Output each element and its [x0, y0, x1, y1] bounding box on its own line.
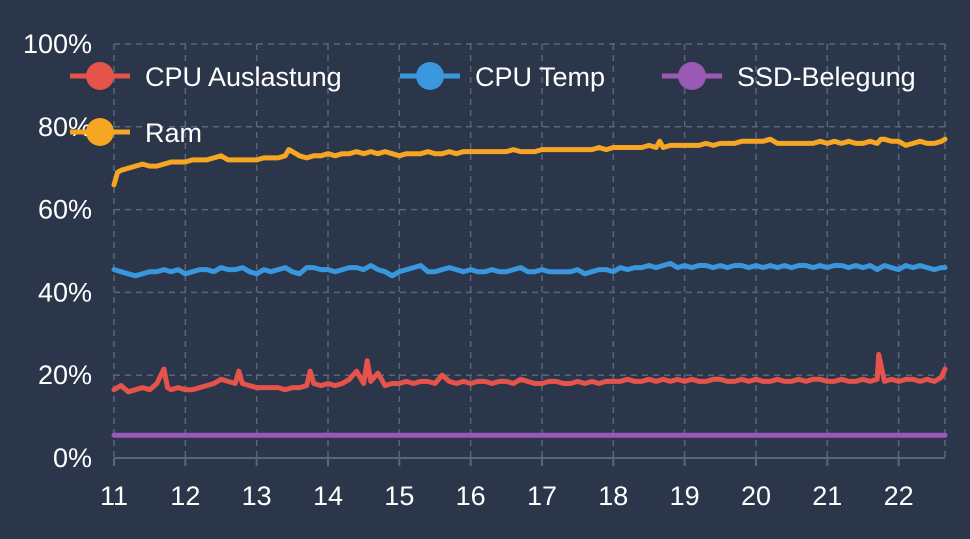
x-tick-label: 22	[884, 481, 914, 511]
grid	[113, 43, 946, 459]
x-tick-label: 15	[384, 481, 414, 511]
legend-marker	[678, 62, 706, 90]
y-tick-label: 0%	[53, 443, 92, 473]
x-axis-ticks: 11 12 13 14 15 16 17 18 19 20 21 22	[100, 458, 914, 511]
x-tick-label: 21	[812, 481, 842, 511]
x-tick-label: 14	[313, 481, 343, 511]
legend-marker	[416, 62, 444, 90]
y-tick-label: 40%	[38, 277, 92, 307]
legend-label: Ram	[145, 118, 202, 148]
x-tick-label: 13	[242, 481, 272, 511]
legend-label: SSD-Belegung	[737, 62, 916, 92]
legend-marker	[86, 118, 114, 146]
x-tick-label: 20	[741, 481, 771, 511]
y-tick-label: 80%	[38, 112, 92, 142]
legend-label: CPU Temp	[475, 62, 605, 92]
series-line-cpu-temp	[111, 260, 948, 279]
x-tick-label: 11	[100, 481, 128, 511]
series-line-ram	[111, 136, 948, 188]
legend: CPU Auslastung CPU Temp SSD-Belegung Ram	[70, 62, 916, 148]
y-tick-label: 20%	[38, 360, 92, 390]
legend-item[interactable]: CPU Temp	[400, 62, 605, 92]
legend-item[interactable]: SSD-Belegung	[662, 62, 916, 92]
x-tick-label: 12	[170, 481, 200, 511]
x-tick-label: 16	[456, 481, 486, 511]
legend-label: CPU Auslastung	[145, 62, 342, 92]
x-tick-label: 19	[670, 481, 700, 511]
legend-marker	[86, 62, 114, 90]
legend-item[interactable]: CPU Auslastung	[70, 62, 342, 92]
y-tick-label: 60%	[38, 195, 92, 225]
y-tick-label: 100%	[23, 29, 92, 59]
y-axis-ticks: 0% 20% 40% 60% 80% 100%	[23, 29, 92, 473]
x-tick-label: 17	[527, 481, 557, 511]
series-line-cpu-auslastung	[111, 352, 948, 395]
x-tick-label: 18	[598, 481, 628, 511]
series-lines	[111, 136, 948, 438]
legend-item[interactable]: Ram	[70, 118, 202, 148]
